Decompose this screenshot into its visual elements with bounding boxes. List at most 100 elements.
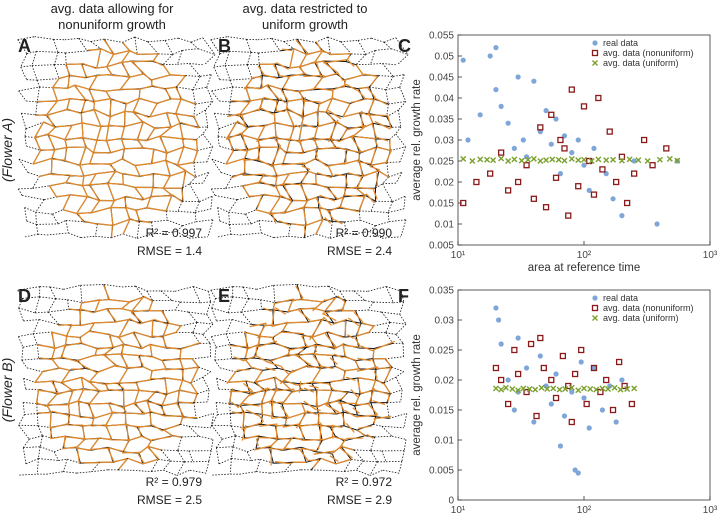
y-tick-label: 0 xyxy=(448,496,454,507)
y-tick-label: 0.02 xyxy=(435,376,455,387)
point xyxy=(477,112,483,118)
point xyxy=(557,136,564,144)
point xyxy=(628,400,636,408)
point xyxy=(604,386,611,392)
point xyxy=(531,78,537,84)
r-squared: R² = 0.997 xyxy=(146,226,203,240)
point xyxy=(518,157,525,164)
point xyxy=(587,386,594,392)
point xyxy=(490,157,497,164)
point xyxy=(477,156,484,163)
point xyxy=(575,157,582,164)
column-header: uniform growth xyxy=(262,17,348,32)
point xyxy=(542,204,550,211)
point xyxy=(497,376,505,384)
legend-marker xyxy=(592,40,598,46)
point xyxy=(553,371,559,377)
point xyxy=(523,154,530,160)
legend-label: avg. data (uniform) xyxy=(603,313,679,323)
point xyxy=(537,353,543,359)
point xyxy=(550,385,557,392)
point xyxy=(623,199,631,207)
point xyxy=(505,120,511,126)
cell-meshes xyxy=(17,36,409,476)
point xyxy=(493,305,499,311)
point xyxy=(520,385,527,392)
y-axis-label: average rel. growth rate xyxy=(411,334,423,455)
point xyxy=(543,157,550,164)
rmse: RMSE = 1.4 xyxy=(137,244,202,258)
column-header: avg. data allowing for xyxy=(51,1,175,16)
point xyxy=(537,334,544,342)
point xyxy=(538,384,545,391)
point xyxy=(511,346,518,354)
point xyxy=(586,187,592,193)
legend-label: avg. data (nonuniform) xyxy=(603,48,694,58)
mesh-outer xyxy=(17,284,215,476)
point xyxy=(609,406,617,414)
point xyxy=(613,419,619,425)
point xyxy=(593,386,600,393)
point xyxy=(532,386,539,393)
point xyxy=(624,386,631,392)
point xyxy=(511,407,517,413)
point xyxy=(504,400,512,408)
legend-marker xyxy=(592,295,598,301)
point xyxy=(556,386,563,393)
point xyxy=(618,157,625,164)
point xyxy=(537,158,544,164)
point xyxy=(626,156,633,163)
point xyxy=(531,419,537,425)
point xyxy=(575,387,582,394)
panel-label: F xyxy=(398,286,409,306)
y-tick-label: 0.03 xyxy=(435,316,455,327)
panel-label: B xyxy=(218,36,231,56)
point xyxy=(548,376,555,384)
scatter-chart: 0.005 0.01 0.015 0.02 0.025 0.03 0.035 0.04 0.04… xyxy=(411,31,718,275)
point xyxy=(559,352,567,360)
point xyxy=(568,384,575,391)
x-tick-label: 10² xyxy=(577,250,592,261)
point xyxy=(562,386,569,392)
point xyxy=(588,158,595,164)
legend-marker xyxy=(591,304,599,312)
point xyxy=(619,377,625,383)
r-squared: R² = 0.990 xyxy=(336,226,393,240)
point xyxy=(548,401,554,407)
point xyxy=(568,155,575,162)
point xyxy=(515,335,521,341)
row-label: (Flower A) xyxy=(0,118,15,182)
point xyxy=(617,386,624,393)
r-squared: R² = 0.979 xyxy=(146,475,203,489)
point xyxy=(644,158,651,164)
point xyxy=(533,412,540,420)
point xyxy=(511,145,517,151)
point xyxy=(469,158,476,164)
point xyxy=(552,394,560,402)
point xyxy=(515,387,522,394)
mesh-average xyxy=(226,285,396,469)
point xyxy=(607,383,613,389)
y-tick-label: 0.03 xyxy=(435,136,455,147)
y-tick-label: 0.035 xyxy=(429,286,454,297)
point xyxy=(515,74,521,80)
x-tick-label: 10¹ xyxy=(451,250,466,261)
point xyxy=(581,156,587,163)
y-tick-label: 0.015 xyxy=(429,406,454,417)
point xyxy=(487,53,493,59)
legend-marker xyxy=(592,60,598,66)
y-tick-label: 0.035 xyxy=(429,115,454,126)
point xyxy=(603,376,610,384)
point xyxy=(460,57,466,63)
point xyxy=(552,174,560,181)
point xyxy=(498,386,505,393)
point xyxy=(581,385,587,392)
legend-label: real data xyxy=(603,38,638,48)
point xyxy=(578,346,585,354)
point xyxy=(520,137,526,143)
point xyxy=(666,155,673,162)
legend-label: avg. data (nonuniform) xyxy=(603,303,694,313)
point xyxy=(621,382,628,390)
point xyxy=(568,418,575,426)
point xyxy=(599,166,606,173)
